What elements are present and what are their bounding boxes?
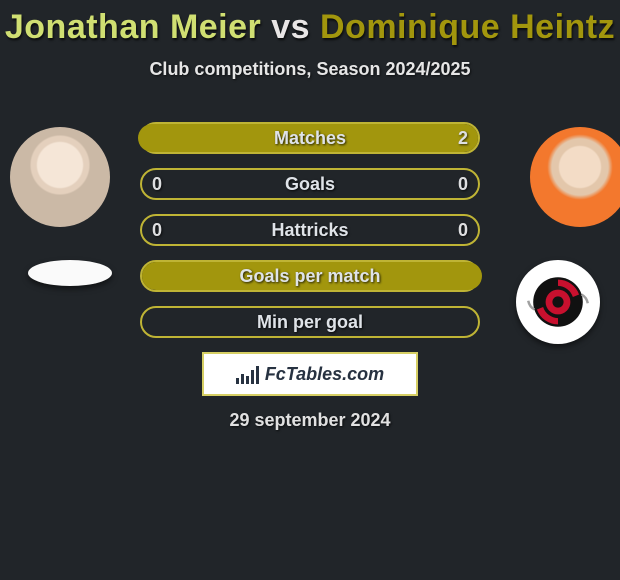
stat-label: Matches [140,122,480,154]
player2-club-logo [516,260,600,344]
player2-name: Dominique Heintz [320,8,615,46]
stat-row: Hattricks0 0 [140,214,480,246]
chart-icon [236,364,259,384]
page-title: Jonathan Meier vs Dominique Heintz [0,0,620,47]
player2-avatar [530,127,620,227]
stat-value-left: 0 [152,168,162,200]
player1-name: Jonathan Meier [5,8,261,46]
subtitle: Club competitions, Season 2024/2025 [0,59,620,80]
stat-value-left: 0 [152,214,162,246]
stat-label: Goals per match [140,260,480,292]
brand-text: FcTables.com [265,364,384,385]
stats-container: Matches2Goals00Hattricks00Goals per matc… [140,122,480,352]
stat-row: Goals per match [140,260,480,292]
stat-row: Goals0 0 [140,168,480,200]
brand-box: FcTables.com [202,352,418,396]
player1-avatar [10,127,110,227]
hurricane-icon [527,271,589,333]
stat-row: Matches2 [140,122,480,154]
date-text: 29 september 2024 [0,410,620,431]
stat-label: Hattricks [140,214,480,246]
stat-value-right: 0 [458,168,468,200]
player1-club-logo [28,260,112,286]
stat-label: Goals [140,168,480,200]
stat-value-right: 0 [458,214,468,246]
stat-value-right: 2 [458,122,468,154]
stat-label: Min per goal [140,306,480,338]
vs-text: vs [271,8,310,46]
stat-row: Min per goal [140,306,480,338]
